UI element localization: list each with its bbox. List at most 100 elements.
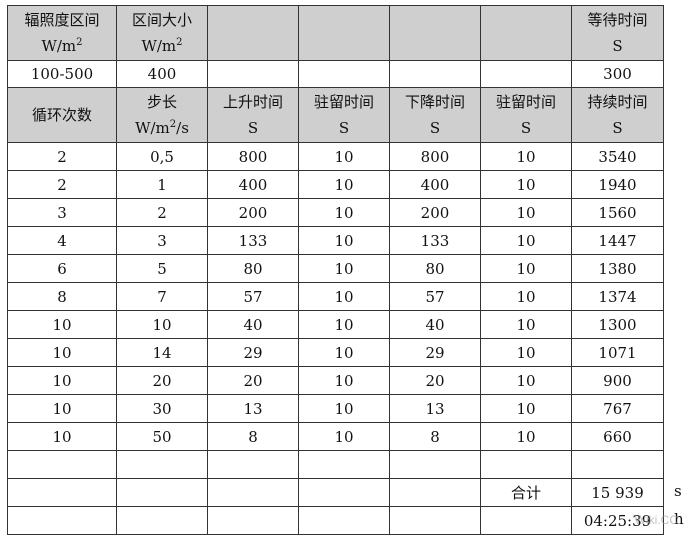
cell-cycles: 10: [7, 366, 117, 395]
cell-fall: 8: [389, 422, 481, 451]
cell-dwell1: 10: [298, 310, 390, 339]
data-rows: 2 0,5 800 10 800 10 3540 2 1 400 10 400 10 1940 3 2 200 1…: [7, 142, 664, 451]
table-row: 10 10 40 10 40 10 1300: [7, 310, 664, 339]
header-empty-cell: [298, 5, 390, 61]
header-empty-cell: [207, 5, 299, 61]
cell-rise: 20: [207, 366, 299, 395]
summary-empty-cell: [298, 60, 390, 88]
cell-fall: 400: [389, 170, 481, 199]
header-rise-unit: S: [247, 119, 259, 137]
total-seconds-unit: s: [674, 482, 682, 500]
cell-fall: 29: [389, 338, 481, 367]
cell-rise: 200: [207, 198, 299, 227]
total-label: 合计: [480, 478, 572, 507]
cell-step: 0,5: [116, 142, 208, 171]
cell-dwell2: 10: [480, 198, 572, 227]
cell-cycles: 4: [7, 226, 117, 255]
blank-cell: [116, 450, 208, 479]
cell-duration: 1380: [571, 254, 664, 283]
table-container: 辐照度区间 W/m2 区间大小 W/m2 等待时间 S 100-500 400: [7, 5, 664, 535]
table-row: 2 0,5 800 10 800 10 3540: [7, 142, 664, 171]
cell-step: 30: [116, 394, 208, 423]
cell-rise: 29: [207, 338, 299, 367]
cell-dwell2: 10: [480, 338, 572, 367]
header-size-unit: W/m2: [141, 37, 183, 55]
header-duration-unit: S: [612, 119, 623, 137]
cell-duration: 1940: [571, 170, 664, 199]
header-duration-cell: 持续时间 S: [571, 87, 664, 143]
header-row-1: 辐照度区间 W/m2 区间大小 W/m2 等待时间 S: [7, 5, 664, 61]
blank-row: [7, 450, 664, 479]
blank-cell: [389, 450, 481, 479]
cell-cycles: 6: [7, 254, 117, 283]
header-dwell1-unit: S: [338, 119, 350, 137]
summary-empty-cell: [389, 60, 481, 88]
table-row: 4 3 133 10 133 10 1447: [7, 226, 664, 255]
cell-duration: 767: [571, 394, 664, 423]
table-row: 10 30 13 10 13 10 767: [7, 394, 664, 423]
blank-cell: [389, 478, 481, 507]
cell-duration: 1300: [571, 310, 664, 339]
table-row: 2 1 400 10 400 10 1940: [7, 170, 664, 199]
cell-dwell1: 10: [298, 170, 390, 199]
blank-cell: [116, 506, 208, 535]
header-dwell1-label: 驻留时间: [313, 93, 374, 111]
header-empty-cell: [480, 5, 572, 61]
table-row: 10 50 8 10 8 10 660: [7, 422, 664, 451]
cell-step: 3: [116, 226, 208, 255]
cell-step: 2: [116, 198, 208, 227]
header-cycles-label: 循环次数: [31, 106, 92, 124]
cell-step: 5: [116, 254, 208, 283]
total-hms-row: 04:25:39: [7, 506, 664, 535]
cell-dwell1: 10: [298, 422, 390, 451]
cell-dwell2: 10: [480, 254, 572, 283]
cell-rise: 133: [207, 226, 299, 255]
header-empty-cell: [389, 5, 481, 61]
watermark: Wiki.CC: [634, 513, 678, 527]
cell-duration: 1071: [571, 338, 664, 367]
blank-cell: [7, 506, 117, 535]
header-wait-cell: 等待时间 S: [571, 5, 664, 61]
summary-empty-cell: [207, 60, 299, 88]
cell-dwell1: 10: [298, 254, 390, 283]
cell-dwell1: 10: [298, 366, 390, 395]
blank-cell: [389, 506, 481, 535]
header-dwell1-cell: 驻留时间 S: [298, 87, 390, 143]
blank-cell: [116, 478, 208, 507]
blank-cell: [207, 478, 299, 507]
cell-duration: 3540: [571, 142, 664, 171]
cell-duration: 660: [571, 422, 664, 451]
cell-dwell2: 10: [480, 142, 572, 171]
header-range-unit: W/m2: [41, 37, 83, 55]
cell-dwell1: 10: [298, 142, 390, 171]
cell-duration: 1374: [571, 282, 664, 311]
blank-cell: [7, 450, 117, 479]
cell-rise: 13: [207, 394, 299, 423]
cell-fall: 133: [389, 226, 481, 255]
cell-step: 14: [116, 338, 208, 367]
cell-dwell2: 10: [480, 226, 572, 255]
cell-rise: 400: [207, 170, 299, 199]
table-row: 3 2 200 10 200 10 1560: [7, 198, 664, 227]
cell-dwell2: 10: [480, 394, 572, 423]
header-dwell2-unit: S: [520, 119, 532, 137]
cell-fall: 20: [389, 366, 481, 395]
cell-dwell1: 10: [298, 198, 390, 227]
cell-dwell1: 10: [298, 394, 390, 423]
cell-dwell2: 10: [480, 422, 572, 451]
cell-cycles: 10: [7, 338, 117, 367]
cell-duration: 900: [571, 366, 664, 395]
cell-rise: 57: [207, 282, 299, 311]
header-step-unit: W/m2/s: [135, 119, 189, 137]
cell-step: 50: [116, 422, 208, 451]
cell-cycles: 8: [7, 282, 117, 311]
cell-fall: 800: [389, 142, 481, 171]
blank-cell: [298, 478, 390, 507]
cell-step: 1: [116, 170, 208, 199]
cell-cycles: 10: [7, 394, 117, 423]
header-wait-label: 等待时间: [587, 11, 648, 29]
header-dwell2-label: 驻留时间: [495, 93, 556, 111]
summary-empty-cell: [480, 60, 572, 88]
header-duration-label: 持续时间: [587, 93, 648, 111]
header-size-cell: 区间大小 W/m2: [116, 5, 208, 61]
